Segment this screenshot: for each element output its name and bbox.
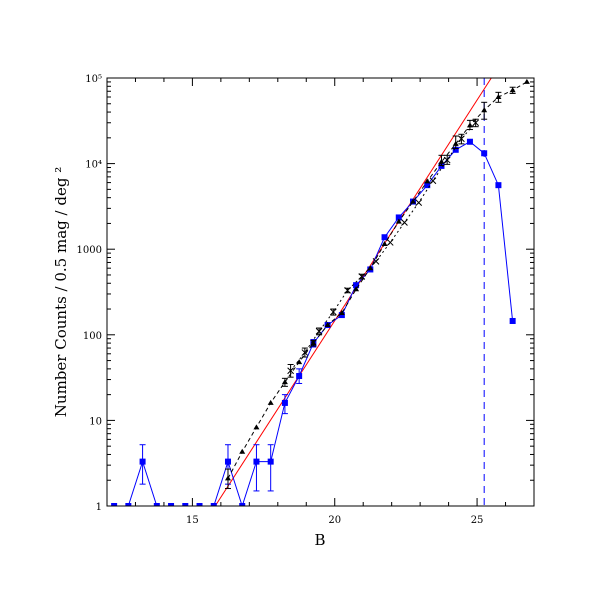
y-axis-label: Number Counts / 0.5 mag / deg ² [52,167,70,417]
y-tick-label: 10⁵ [85,74,102,85]
data-point-triangle [481,107,488,113]
data-point-triangle [338,309,345,315]
data-point-square [153,503,160,506]
data-point-triangle [281,379,288,385]
data-point-square [111,503,118,506]
data-point-square [509,317,516,324]
data-point-square [168,503,175,506]
data-point-square [296,373,303,380]
x-axis-label: B [314,531,325,549]
data-point-cross [472,119,479,127]
series-blue-squares-solid [111,138,516,506]
data-point-square [281,399,288,406]
data-point-square [338,312,345,319]
series-black-triangles-dashed [224,78,530,490]
data-point-triangle [253,424,260,430]
data-point-square [395,214,402,221]
data-point-cross [287,367,294,375]
clipped-area [111,78,530,506]
data-point-square [353,282,360,289]
data-point-triangle [495,93,502,99]
data-point-cross [301,349,309,356]
y-tick-label: 100 [83,331,102,342]
data-point-triangle [267,399,274,405]
data-point-cross [415,199,423,206]
data-point-square [196,503,203,506]
data-point-triangle [523,78,530,84]
series-crosses-dashed [287,118,479,378]
data-point-cross [443,156,451,164]
data-point-square [182,503,189,506]
x-tick-label: 20 [328,515,341,526]
data-point-square [210,503,217,506]
axis-ticks [106,78,535,507]
data-point-square [125,503,132,506]
data-point-triangle [296,359,303,365]
data-point-triangle [239,448,246,454]
y-tick-labels: 1 10 100 1000 10⁴ 10⁵ [77,74,102,513]
y-tick-label: 1 [96,502,102,513]
data-point-triangle [353,286,360,292]
data-point-triangle [438,158,445,164]
data-point-cross [344,287,351,294]
y-tick-label: 10⁴ [85,160,102,171]
data-point-square [224,458,231,465]
data-point-square [495,182,502,189]
data-point-square [466,138,473,145]
x-tick-label: 25 [471,515,484,526]
data-point-square [253,458,260,465]
data-point-triangle [310,340,317,346]
data-point-square [239,503,246,506]
data-point-square [452,146,459,153]
data-point-triangle [381,241,388,247]
data-point-square [481,150,488,157]
plot-area [111,78,530,506]
data-point-triangle [224,475,231,481]
data-point-square [267,458,274,465]
x-tick-labels: 15 20 25 [186,515,483,526]
series-line [290,122,476,372]
data-point-cross [358,273,366,280]
data-point-triangle [410,198,417,204]
data-point-cross [329,308,337,316]
data-point-triangle [509,87,516,93]
data-point-cross [401,219,408,226]
series-line [114,141,514,506]
data-point-cross [372,258,380,265]
data-point-cross [429,177,437,185]
data-point-square [381,234,388,241]
data-point-cross [458,135,465,143]
y-tick-label: 10 [89,416,102,427]
plot-frame [106,77,535,507]
data-point-triangle [466,122,473,128]
data-point-cross [315,327,323,335]
x-tick-label: 15 [186,515,199,526]
data-point-triangle [324,322,331,328]
y-tick-label: 1000 [77,245,102,256]
series-line [227,81,528,479]
data-point-triangle [424,178,431,184]
data-point-square [139,458,146,465]
data-point-cross [386,239,394,246]
data-point-triangle [395,218,402,224]
data-point-square [424,182,431,189]
